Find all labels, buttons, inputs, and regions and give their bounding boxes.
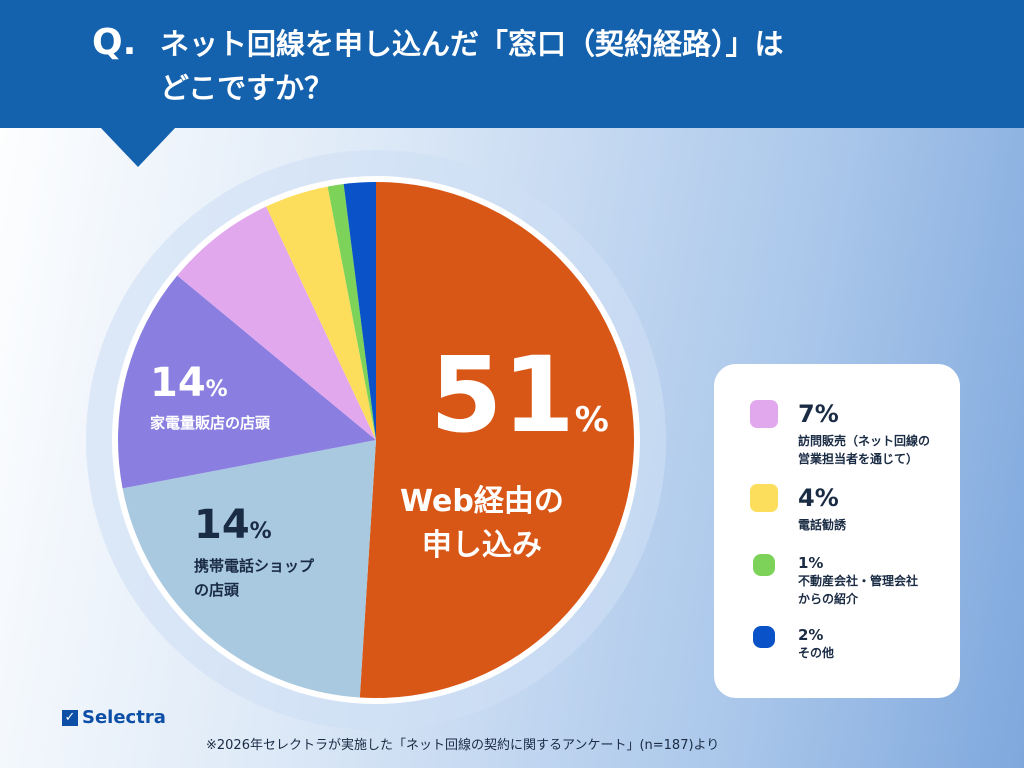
legend-desc: 電話勧誘 <box>798 518 847 532</box>
title-line-1: ネット回線を申し込んだ「窓口（契約経路）」は <box>160 27 784 61</box>
header-banner: Q. ネット回線を申し込んだ「窓口（契約経路）」は どこですか？ <box>0 0 1024 128</box>
label-web-text: Web経由の 申し込み <box>400 480 564 568</box>
title-line-2: どこですか？ <box>160 71 334 105</box>
legend-item: 1% 不動産会社・管理会社 からの紹介 <box>750 554 918 608</box>
legend-swatch <box>750 400 778 428</box>
legend-desc: その他 <box>798 646 835 660</box>
logo-text: Selectra <box>82 707 166 728</box>
legend-swatch <box>753 626 775 648</box>
mobile-unit: % <box>249 519 272 544</box>
legend-item: 2% その他 <box>750 626 834 662</box>
legend-pct: 1% <box>798 554 824 572</box>
pie-slice-4 <box>266 186 376 440</box>
footnote: ※2026年セレクトラが実施した「ネット回線の契約に関するアンケート」(n=18… <box>206 738 720 753</box>
pie-slice-3 <box>177 206 376 440</box>
speech-pointer <box>100 127 176 167</box>
legend-pct: 2% <box>798 626 824 644</box>
web-line1: Web経由の <box>400 484 564 519</box>
page-title: ネット回線を申し込んだ「窓口（契約経路）」は どこですか？ <box>160 22 960 110</box>
mobile-line2: の店頭 <box>194 581 240 599</box>
legend-pct: 4% <box>798 484 839 512</box>
pie-slice-5 <box>327 184 376 440</box>
legend-desc: 訪問販売（ネット回線の <box>798 434 931 448</box>
electronics-text: 家電量販店の店頭 <box>150 414 271 432</box>
check-icon: ✓ <box>62 709 78 726</box>
web-unit: % <box>574 400 609 440</box>
legend-desc: からの紹介 <box>798 592 859 606</box>
question-mark: Q. <box>92 22 137 63</box>
label-mobile: 14% 携帯電話ショップ の店頭 <box>194 502 314 602</box>
label-web: 51% <box>430 340 609 450</box>
electronics-unit: % <box>205 377 228 402</box>
legend-swatch <box>753 554 775 576</box>
pie-slice-0 <box>359 182 635 698</box>
web-value: 51 <box>430 334 575 456</box>
legend-desc: 不動産会社・管理会社 <box>798 574 919 588</box>
pie-slice-1 <box>122 440 377 698</box>
legend-item: 4% 電話勧誘 <box>750 484 846 534</box>
pie-slice-6 <box>343 182 376 440</box>
legend-desc: 営業担当者を通じて） <box>798 452 919 466</box>
mobile-value: 14 <box>194 502 250 548</box>
mobile-line1: 携帯電話ショップ <box>194 557 315 575</box>
label-electronics: 14% 家電量販店の店頭 <box>150 360 270 433</box>
legend: 7% 訪問販売（ネット回線の 営業担当者を通じて） 4% 電話勧誘 1% 不動産… <box>714 364 960 698</box>
legend-pct: 7% <box>798 400 839 428</box>
legend-item: 7% 訪問販売（ネット回線の 営業担当者を通じて） <box>750 400 930 468</box>
pie-slice-2 <box>118 275 376 489</box>
legend-swatch <box>750 484 778 512</box>
electronics-value: 14 <box>150 360 206 406</box>
selectra-logo: ✓ Selectra <box>62 707 166 728</box>
web-line2: 申し込み <box>421 528 542 563</box>
